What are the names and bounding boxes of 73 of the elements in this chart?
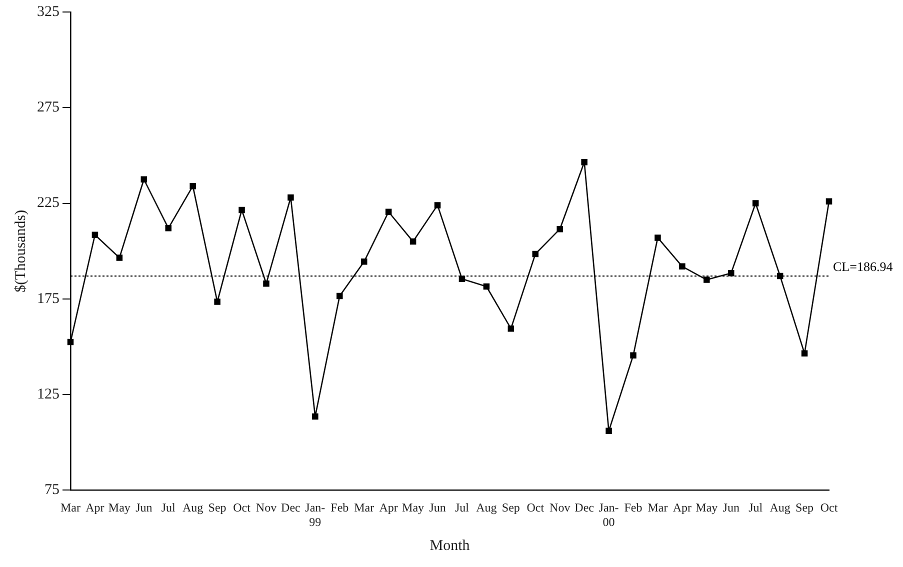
y-axis-title: $(Thousands) <box>12 210 29 292</box>
x-tick-label: Sep <box>208 500 226 515</box>
ref-line-label: CL=186.94 <box>833 259 894 274</box>
point <box>288 194 294 201</box>
point <box>826 198 832 204</box>
x-tick-label: Jun <box>722 500 740 515</box>
point <box>92 232 98 238</box>
point <box>581 159 588 166</box>
x-tick-label: Jan-00 <box>598 500 619 529</box>
y-tick-label: 225 <box>37 195 60 212</box>
x-tick-label: Mar <box>648 500 668 515</box>
x-tick-label: Nov <box>256 500 277 515</box>
point <box>606 428 612 434</box>
x-tick-label: Aug <box>182 500 204 515</box>
point <box>410 238 416 245</box>
x-axis-title: Month <box>430 538 470 554</box>
point <box>385 208 392 216</box>
x-tick-label: Feb <box>624 500 642 515</box>
point <box>776 272 784 280</box>
x-tick-label: Apr <box>86 500 104 515</box>
x-tick-label: Apr <box>379 500 398 515</box>
y-tick-label: 325 <box>37 4 60 20</box>
x-tick-label: Dec <box>281 500 300 515</box>
x-tick-label: Jun <box>429 500 446 515</box>
y-tick-label: 175 <box>37 290 60 307</box>
point <box>752 200 759 206</box>
point <box>336 292 343 300</box>
x-tick-label: Apr <box>672 500 692 515</box>
x-tick-label: Nov <box>550 500 570 515</box>
point <box>140 176 148 182</box>
x-tick-label: Oct <box>233 500 252 515</box>
point <box>434 202 441 208</box>
point <box>190 182 196 190</box>
x-tick-label: Feb <box>330 500 349 515</box>
x-tick-label: Mar <box>60 500 80 515</box>
x-tick-label: Aug <box>770 500 790 515</box>
point <box>728 270 734 276</box>
x-tick-label: Jan-99 <box>305 500 326 529</box>
y-tick-label: 125 <box>37 386 60 402</box>
point <box>508 325 514 332</box>
point <box>116 254 123 261</box>
point <box>360 258 368 265</box>
x-tick-label: May <box>402 500 424 515</box>
y-tick-label: 75 <box>44 482 60 498</box>
point <box>458 276 466 282</box>
point <box>238 206 245 214</box>
x-tick-label: May <box>108 500 130 515</box>
x-tick-label: Aug <box>476 500 497 515</box>
point <box>630 352 636 358</box>
point <box>312 413 318 420</box>
point <box>654 234 661 241</box>
x-tick-label: Mar <box>354 500 374 515</box>
x-tick-label: Jul <box>161 500 176 515</box>
y-tick-label: 275 <box>37 100 60 116</box>
point <box>165 225 172 232</box>
point <box>214 298 220 305</box>
x-tick-label: Jul <box>748 500 764 515</box>
point <box>67 338 74 346</box>
x-tick-label: Jun <box>136 500 152 515</box>
point <box>532 250 539 258</box>
point <box>704 276 710 283</box>
point <box>679 263 686 270</box>
x-tick-label: Dec <box>574 500 594 515</box>
point <box>801 350 808 357</box>
x-tick-label: Oct <box>526 500 545 515</box>
x-tick-label: May <box>696 500 718 515</box>
point <box>483 283 490 290</box>
point <box>263 280 270 287</box>
x-tick-label: Sep <box>502 500 520 515</box>
point <box>556 226 563 232</box>
x-tick-label: Jul <box>454 500 470 515</box>
x-tick-label: Oct <box>820 500 838 515</box>
x-tick-label: Sep <box>796 500 814 515</box>
